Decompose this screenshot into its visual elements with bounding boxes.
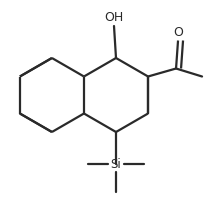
Text: OH: OH: [104, 11, 124, 24]
Text: O: O: [174, 26, 183, 38]
Text: Si: Si: [111, 157, 121, 170]
